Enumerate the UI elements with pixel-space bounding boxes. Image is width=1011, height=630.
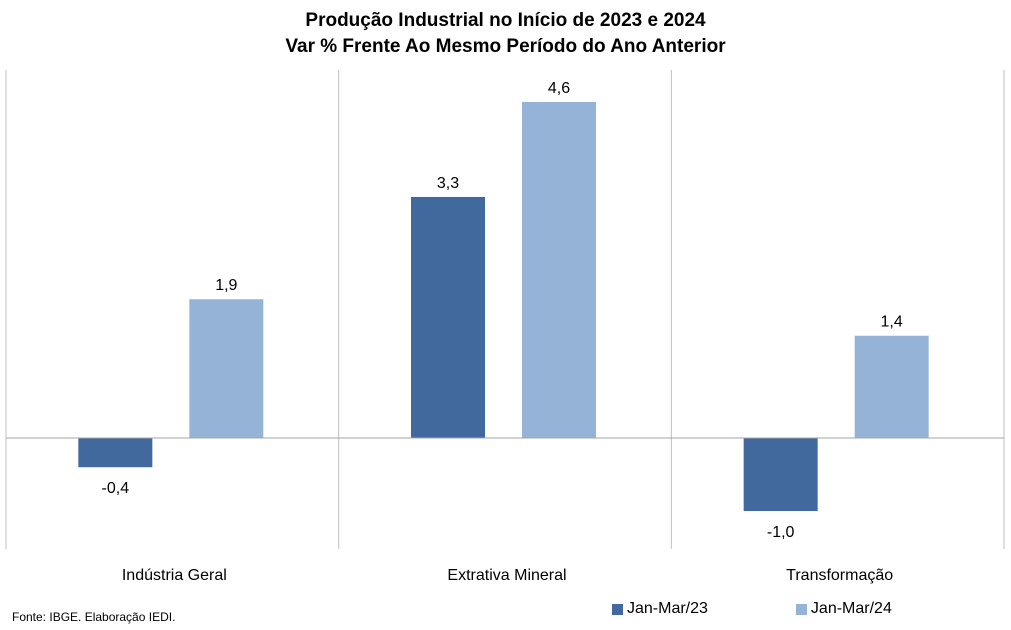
data-label-2-2: 4,6 <box>548 80 570 97</box>
data-label-2-3: 1,4 <box>881 314 903 331</box>
chart-title: Produção Industrial no Início de 2023 e … <box>305 10 706 31</box>
data-label-1-3: -1,0 <box>767 524 795 541</box>
bar-2-1 <box>189 299 264 438</box>
source-note: Fonte: IBGE. Elaboração IEDI. <box>12 610 176 624</box>
category-label-1: Indústria Geral <box>122 567 227 584</box>
bar-1-1 <box>78 438 153 468</box>
data-label-1-1: -0,4 <box>102 480 130 497</box>
bar-1-2 <box>411 196 485 438</box>
legend-label-series-1: Jan-Mar/23 <box>627 600 708 617</box>
bar-2-2 <box>522 102 596 438</box>
data-label-1-2: 3,3 <box>437 175 459 192</box>
bar-2-3 <box>854 335 929 438</box>
legend-swatch-series-2 <box>795 603 807 615</box>
legend-label-series-2: Jan-Mar/24 <box>810 600 892 617</box>
data-label-2-1: 1,9 <box>215 277 237 294</box>
category-label-2: Extrativa Mineral <box>447 567 566 584</box>
legend-item-series-2: Jan-Mar/24 <box>795 600 892 618</box>
legend-item-series-1: Jan-Mar/23 <box>612 600 708 618</box>
legend-swatch-series-1 <box>612 603 623 615</box>
category-label-3: Transformação <box>786 567 893 584</box>
chart-subtitle: Var % Frente Ao Mesmo Período do Ano Ant… <box>285 36 726 57</box>
bar-1-3 <box>743 438 818 512</box>
chart-title-block: Produção Industrial no Início de 2023 e … <box>0 8 1011 60</box>
legend: Jan-Mar/23 Jan-Mar/24 <box>612 600 892 618</box>
